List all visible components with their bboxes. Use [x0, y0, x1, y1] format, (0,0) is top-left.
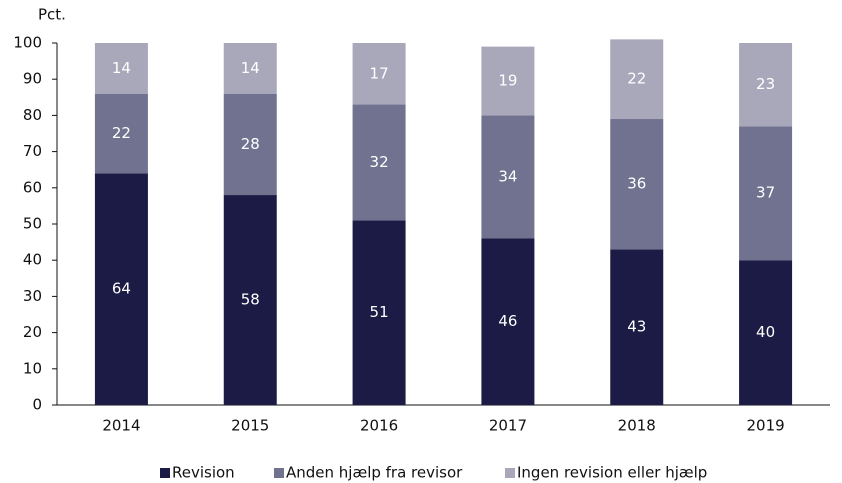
bar-segment: [739, 126, 793, 261]
data-label: 58: [241, 291, 260, 309]
legend-swatch: [160, 468, 170, 478]
y-tick-label: 20: [23, 323, 42, 341]
y-tick-label: 10: [23, 359, 42, 377]
y-tick-label: 70: [23, 142, 42, 160]
data-label: 37: [756, 184, 775, 202]
data-label: 34: [498, 167, 517, 185]
data-label: 19: [498, 72, 517, 90]
y-tick-label: 60: [23, 178, 42, 196]
data-label: 14: [112, 59, 131, 77]
bar-segment: [352, 43, 406, 105]
bar-segment: [352, 104, 406, 221]
y-tick-label: 40: [23, 251, 42, 269]
y-tick-label: 50: [23, 215, 42, 233]
bar-segment: [481, 115, 535, 239]
x-tick-label: 2017: [489, 417, 527, 435]
data-label: 51: [370, 303, 389, 321]
bar-segment: [223, 93, 277, 196]
data-label: 32: [370, 153, 389, 171]
x-tick-label: 2016: [360, 417, 398, 435]
bar-segment: [481, 238, 535, 405]
bar-segment: [94, 93, 148, 174]
data-label: 14: [241, 59, 260, 77]
data-label: 22: [627, 70, 646, 88]
y-tick-label: 100: [13, 34, 42, 52]
x-tick-label: 2015: [231, 417, 269, 435]
data-label: 22: [112, 124, 131, 142]
legend-swatch: [505, 468, 515, 478]
y-tick-label: 30: [23, 287, 42, 305]
bar-segment: [610, 39, 664, 120]
data-label: 43: [627, 318, 646, 336]
data-label: 36: [627, 175, 646, 193]
bar-segment: [739, 43, 793, 127]
data-label: 23: [756, 75, 775, 93]
bar-segment: [94, 43, 148, 94]
x-tick-label: 2014: [102, 417, 140, 435]
bar-segment: [610, 249, 664, 405]
y-tick-label: 0: [32, 396, 42, 414]
data-label: 17: [370, 64, 389, 82]
y-axis-label: Pct.: [38, 6, 66, 24]
bar-segment: [223, 43, 277, 94]
legend-label: Revision: [172, 464, 235, 482]
data-label: 64: [112, 280, 131, 298]
bar-segment: [223, 195, 277, 405]
bar-segment: [739, 260, 793, 405]
bar-segment: [610, 119, 664, 250]
legend-swatch: [274, 468, 284, 478]
y-tick-label: 90: [23, 70, 42, 88]
bar-segment: [94, 173, 148, 405]
data-label: 46: [498, 312, 517, 330]
y-tick-label: 80: [23, 106, 42, 124]
legend-label: Ingen revision eller hjælp: [517, 464, 707, 482]
bar-segment: [481, 46, 535, 116]
legend-label: Anden hjælp fra revisor: [286, 464, 463, 482]
bar-segment: [352, 220, 406, 405]
data-label: 40: [756, 323, 775, 341]
x-tick-label: 2018: [618, 417, 656, 435]
x-tick-label: 2019: [746, 417, 784, 435]
data-label: 28: [241, 135, 260, 153]
